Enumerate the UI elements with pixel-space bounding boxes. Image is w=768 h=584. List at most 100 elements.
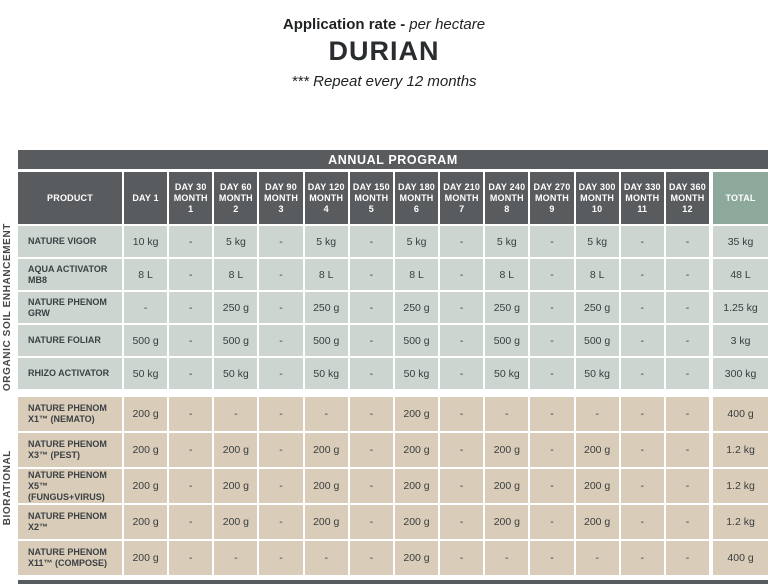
group-label-text: BIORATIONAL [2, 450, 13, 526]
table-row: RHIZO ACTIVATOR 50 kg -50 kg -50 kg -50 kg -5… [18, 358, 768, 389]
day-value-cell: 50 kg [304, 358, 348, 389]
column-header-day: DAY 1 [124, 172, 168, 224]
day-value-cell: - [259, 358, 303, 389]
day-value-cell: 200 g [485, 433, 529, 467]
day-value-cell: - [485, 397, 529, 431]
day-value-cell: - [349, 325, 393, 356]
day-value-cell: - [530, 259, 574, 290]
product-name-cell: NATURE PHENOM X5™ (FUNGUS+VIRUS) [18, 469, 122, 503]
product-name-cell: NATURE PHENOM X1™ (NEMATO) [18, 397, 122, 431]
day-value-cell: - [349, 259, 393, 290]
day-value-cell: - [349, 433, 393, 467]
table-row: AQUA ACTIVATOR MB8 8 L-8 L-8 L-8 L-8 L-8 … [18, 259, 768, 290]
day-value-cell: 200 g [394, 469, 439, 503]
group-organic-soil-enhancement: NATURE VIGOR 10 kg -5 kg -5 kg -5 kg -5 kg -5 … [18, 226, 768, 389]
day-value-cell: - [575, 397, 619, 431]
day-value-cell: - [530, 325, 574, 356]
day-value-cell: - [440, 358, 484, 389]
day-value-cell: - [440, 469, 484, 503]
column-header-day: DAY 360 MONTH 12 [665, 172, 710, 224]
column-header-day: DAY 180 MONTH 6 [394, 172, 439, 224]
day-value-cell: 5 kg [394, 226, 439, 257]
total-value-cell: 48 L [713, 259, 768, 290]
day-value-cell: - [169, 292, 213, 323]
day-value-cell: - [349, 469, 393, 503]
day-value-cell: 200 g [214, 469, 258, 503]
day-value-cell: - [665, 292, 710, 323]
day-value-cell: - [665, 259, 710, 290]
day-value-cell: 200 g [394, 433, 439, 467]
day-value-cell: - [440, 397, 484, 431]
day-value-cell: - [620, 292, 664, 323]
group-label-text: ORGANIC SOIL ENHANCEMENT [2, 223, 13, 392]
day-value-cell: - [259, 325, 303, 356]
day-value-cell: - [259, 433, 303, 467]
group-label-organic-soil-enhancement: ORGANIC SOIL ENHANCEMENT [0, 223, 15, 392]
table-row: NATURE PHENOM X1™ (NEMATO) 200 g - - - - -200 … [18, 397, 768, 431]
total-value-cell: 35 kg [713, 226, 768, 257]
day-value-cell: 5 kg [485, 226, 529, 257]
product-name-cell: NATURE FOLIAR [18, 325, 122, 356]
column-header-day: DAY 120 MONTH 4 [304, 172, 348, 224]
day-value-cell: - [575, 541, 619, 575]
table-row: NATURE PHENOM X3™ (PEST) 200 g -200 g -200 … [18, 433, 768, 467]
day-value-cell: - [440, 433, 484, 467]
day-value-cell: - [169, 226, 213, 257]
day-value-cell: - [169, 469, 213, 503]
day-value-cell: - [620, 397, 664, 431]
day-value-cell: - [349, 292, 393, 323]
day-value-cell: 250 g [394, 292, 439, 323]
day-value-cell: - [530, 358, 574, 389]
day-value-cell: 200 g [124, 433, 168, 467]
day-value-cell: 50 kg [124, 358, 168, 389]
day-value-cell: - [440, 541, 484, 575]
day-value-cell: - [530, 505, 574, 539]
day-value-cell: 500 g [304, 325, 348, 356]
day-value-cell: - [169, 433, 213, 467]
day-value-cell: - [349, 397, 393, 431]
day-value-cell: 200 g [575, 505, 619, 539]
total-value-cell: 400 g [713, 541, 768, 575]
day-value-cell: 200 g [485, 469, 529, 503]
title-block: Application rate - per hectare DURIAN *** … [0, 16, 768, 90]
day-value-cell: - [440, 226, 484, 257]
day-value-cell: 200 g [394, 505, 439, 539]
day-value-cell: 200 g [394, 397, 439, 431]
day-value-cell: 8 L [485, 259, 529, 290]
day-value-cell: 200 g [304, 433, 348, 467]
day-value-cell: 500 g [214, 325, 258, 356]
day-value-cell: - [169, 358, 213, 389]
day-value-cell: 8 L [214, 259, 258, 290]
day-value-cell: - [620, 433, 664, 467]
day-value-cell: - [169, 259, 213, 290]
day-value-cell: - [665, 226, 710, 257]
day-value-cell: 250 g [214, 292, 258, 323]
day-value-cell: 250 g [485, 292, 529, 323]
annual-program-table: ANNUAL PROGRAM PRODUCT DAY 1 DAY 30 MONTH 1 D… [18, 150, 768, 577]
day-value-cell: - [620, 325, 664, 356]
day-value-cell: - [665, 505, 710, 539]
day-value-cell: - [124, 292, 168, 323]
day-value-cell: - [259, 397, 303, 431]
day-value-cell: - [665, 397, 710, 431]
day-value-cell: - [620, 259, 664, 290]
table-row: NATURE PHENOM X11™ (COMPOSE) 200 g - - - - -20… [18, 541, 768, 575]
day-value-cell: - [620, 226, 664, 257]
table-header-row: PRODUCT DAY 1 DAY 30 MONTH 1 DAY 60 MONTH 2 DAY … [18, 172, 768, 224]
day-value-cell: - [259, 226, 303, 257]
column-header-day: DAY 210 MONTH 7 [440, 172, 484, 224]
day-value-cell: - [169, 541, 213, 575]
day-value-cell: - [620, 469, 664, 503]
day-value-cell: 5 kg [304, 226, 348, 257]
product-name-cell: NATURE PHENOM X3™ (PEST) [18, 433, 122, 467]
table-row: NATURE PHENOM X5™ (FUNGUS+VIRUS) 200 g -20… [18, 469, 768, 503]
product-name-cell: NATURE PHENOM X11™ (COMPOSE) [18, 541, 122, 575]
product-name-cell: NATURE VIGOR [18, 226, 122, 257]
day-value-cell: - [304, 397, 348, 431]
day-value-cell: 50 kg [575, 358, 619, 389]
day-value-cell: - [259, 469, 303, 503]
day-value-cell: - [440, 325, 484, 356]
day-value-cell: 50 kg [485, 358, 529, 389]
day-value-cell: - [349, 358, 393, 389]
day-value-cell: 250 g [304, 292, 348, 323]
